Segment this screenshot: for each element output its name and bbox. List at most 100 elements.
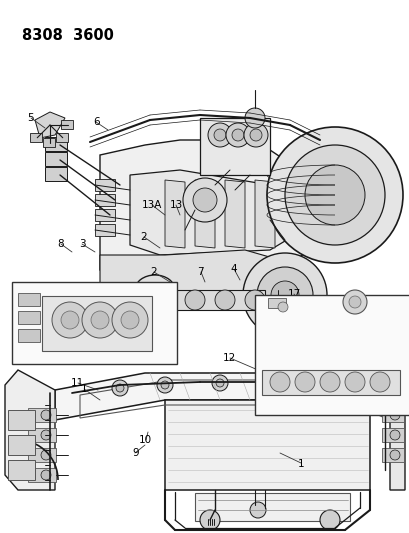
Circle shape <box>270 372 289 392</box>
Bar <box>28 428 56 442</box>
Text: 20: 20 <box>337 320 350 330</box>
Circle shape <box>200 510 220 530</box>
Circle shape <box>319 510 339 530</box>
Polygon shape <box>35 112 65 138</box>
Circle shape <box>231 129 243 141</box>
Circle shape <box>344 372 364 392</box>
Polygon shape <box>200 118 270 175</box>
Circle shape <box>270 281 298 309</box>
Circle shape <box>91 311 109 329</box>
Polygon shape <box>261 370 399 395</box>
Circle shape <box>184 290 204 310</box>
Circle shape <box>310 382 318 390</box>
Polygon shape <box>8 410 35 430</box>
Bar <box>195 493 349 521</box>
Circle shape <box>161 381 169 389</box>
Polygon shape <box>100 250 279 305</box>
Circle shape <box>182 178 227 222</box>
Bar <box>61 120 73 129</box>
Circle shape <box>112 380 128 396</box>
Text: 11: 11 <box>71 378 84 387</box>
Circle shape <box>256 267 312 323</box>
Text: 1: 1 <box>81 384 87 394</box>
Bar <box>381 448 403 462</box>
Circle shape <box>245 290 264 310</box>
Text: 2: 2 <box>150 267 157 277</box>
Text: 12: 12 <box>222 353 236 363</box>
Circle shape <box>249 502 265 518</box>
Bar <box>45 167 67 181</box>
Circle shape <box>261 375 277 391</box>
Polygon shape <box>55 373 389 420</box>
Bar <box>95 179 115 191</box>
Bar <box>381 408 403 422</box>
Circle shape <box>243 123 267 147</box>
Circle shape <box>265 379 273 387</box>
Text: 13A: 13A <box>141 200 162 210</box>
Text: 9: 9 <box>132 448 138 458</box>
Circle shape <box>306 378 322 394</box>
Circle shape <box>125 290 145 310</box>
Circle shape <box>304 165 364 225</box>
Circle shape <box>319 372 339 392</box>
Bar <box>381 428 403 442</box>
Circle shape <box>249 129 261 141</box>
Bar <box>18 329 40 342</box>
Text: 14: 14 <box>120 300 133 310</box>
Circle shape <box>294 372 314 392</box>
Polygon shape <box>8 435 35 455</box>
Circle shape <box>41 450 51 460</box>
Polygon shape <box>130 170 294 255</box>
Bar <box>267 298 285 308</box>
Circle shape <box>214 290 234 310</box>
Circle shape <box>266 127 402 263</box>
Circle shape <box>389 430 399 440</box>
Text: 8308  3600: 8308 3600 <box>22 28 114 43</box>
Text: 1: 1 <box>297 459 304 469</box>
Circle shape <box>243 253 326 337</box>
Circle shape <box>157 377 173 393</box>
Polygon shape <box>225 180 245 248</box>
Circle shape <box>348 296 360 308</box>
Bar <box>95 209 115 221</box>
Circle shape <box>82 302 118 338</box>
Text: 17: 17 <box>287 289 300 299</box>
Text: 16: 16 <box>282 368 295 378</box>
Bar <box>12 282 177 364</box>
Circle shape <box>193 188 216 212</box>
Bar <box>30 133 42 142</box>
Circle shape <box>342 290 366 314</box>
Polygon shape <box>254 180 274 248</box>
Bar <box>95 194 115 206</box>
Bar <box>43 138 55 147</box>
Circle shape <box>225 123 249 147</box>
Polygon shape <box>5 370 55 490</box>
Circle shape <box>121 311 139 329</box>
Circle shape <box>277 302 287 312</box>
Polygon shape <box>164 400 369 490</box>
Bar <box>28 468 56 482</box>
Bar <box>254 295 409 415</box>
Circle shape <box>211 375 227 391</box>
Circle shape <box>155 290 175 310</box>
Text: 3: 3 <box>79 239 85 249</box>
Text: 19: 19 <box>321 374 334 383</box>
Bar <box>28 448 56 462</box>
Polygon shape <box>389 378 404 490</box>
Bar <box>42 296 152 351</box>
Polygon shape <box>195 180 214 248</box>
Polygon shape <box>100 140 319 295</box>
Text: 21: 21 <box>334 344 347 354</box>
Bar <box>56 133 67 142</box>
Circle shape <box>389 410 399 420</box>
Circle shape <box>216 379 223 387</box>
Text: 5: 5 <box>27 114 34 123</box>
Bar <box>45 152 67 166</box>
Circle shape <box>41 430 51 440</box>
Polygon shape <box>8 460 35 480</box>
Text: 13: 13 <box>169 200 182 210</box>
Polygon shape <box>105 290 264 310</box>
Circle shape <box>245 108 264 128</box>
Text: 8: 8 <box>57 239 64 249</box>
Text: 6: 6 <box>93 117 99 126</box>
